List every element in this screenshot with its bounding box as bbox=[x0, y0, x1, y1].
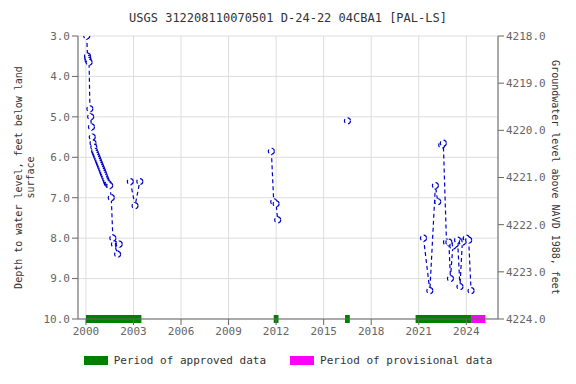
svg-text:10.0: 10.0 bbox=[44, 313, 71, 326]
svg-text:4224.0: 4224.0 bbox=[506, 313, 546, 326]
svg-text:4.0: 4.0 bbox=[50, 70, 70, 83]
svg-text:5.0: 5.0 bbox=[50, 111, 70, 124]
svg-text:surface: surface bbox=[25, 156, 36, 198]
svg-text:2009: 2009 bbox=[215, 325, 242, 338]
svg-text:4220.0: 4220.0 bbox=[506, 124, 546, 137]
svg-text:4222.0: 4222.0 bbox=[506, 219, 546, 232]
svg-text:3.0: 3.0 bbox=[50, 30, 70, 43]
svg-text:2012: 2012 bbox=[263, 325, 290, 338]
svg-text:4219.0: 4219.0 bbox=[506, 77, 546, 90]
svg-text:2021: 2021 bbox=[406, 325, 433, 338]
html-text:Period of approved data: Period of approved data bbox=[113, 353, 267, 367]
svg-text:4223.0: 4223.0 bbox=[506, 266, 546, 279]
svg-text:Depth to water level, feet bel: Depth to water level, feet below land bbox=[13, 66, 24, 289]
svg-text:2006: 2006 bbox=[168, 325, 195, 338]
html-text:Period of provisional data: Period of provisional data bbox=[320, 353, 493, 367]
svg-text:6.0: 6.0 bbox=[50, 151, 70, 164]
svg-text:2000: 2000 bbox=[73, 325, 100, 338]
svg-text:4218.0: 4218.0 bbox=[506, 30, 546, 43]
svg-text:Groundwater level above NAVD 1: Groundwater level above NAVD 1988, feet bbox=[550, 60, 561, 295]
svg-text:2018: 2018 bbox=[358, 325, 385, 338]
svg-text:9.0: 9.0 bbox=[50, 272, 70, 285]
svg-text:4221.0: 4221.0 bbox=[506, 171, 546, 184]
svg-text:2024: 2024 bbox=[453, 325, 480, 338]
svg-text:7.0: 7.0 bbox=[50, 192, 70, 205]
svg-text:2015: 2015 bbox=[310, 325, 337, 338]
html-text:USGS 312208110070501 D-24-22 0: USGS 312208110070501 D-24-22 04CBA1 [PAL… bbox=[129, 11, 447, 25]
svg-text:2003: 2003 bbox=[120, 325, 147, 338]
svg-text:8.0: 8.0 bbox=[50, 232, 70, 245]
